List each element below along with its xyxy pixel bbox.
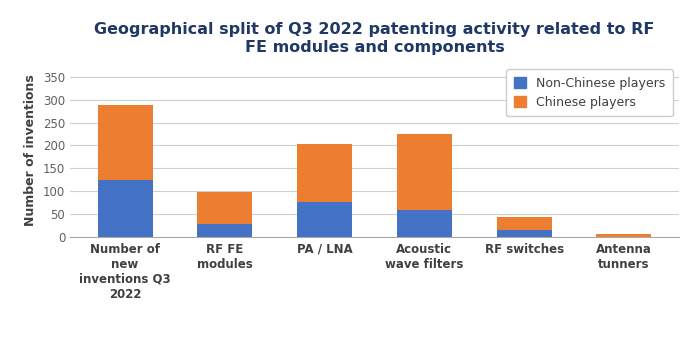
Bar [197, 192, 252, 224]
Bar [98, 105, 153, 180]
Bar [397, 134, 452, 210]
Bar [596, 233, 651, 237]
Bar [98, 180, 153, 237]
Bar [298, 201, 352, 237]
Bar [497, 217, 552, 230]
Bar [397, 210, 452, 237]
Legend: Non-Chinese players, Chinese players: Non-Chinese players, Chinese players [506, 69, 673, 116]
Title: Geographical split of Q3 2022 patenting activity related to RF
FE modules and co: Geographical split of Q3 2022 patenting … [94, 22, 654, 55]
Y-axis label: Number of inventions: Number of inventions [25, 74, 37, 226]
Bar [298, 144, 352, 201]
Bar [497, 230, 552, 237]
Bar [197, 224, 252, 237]
